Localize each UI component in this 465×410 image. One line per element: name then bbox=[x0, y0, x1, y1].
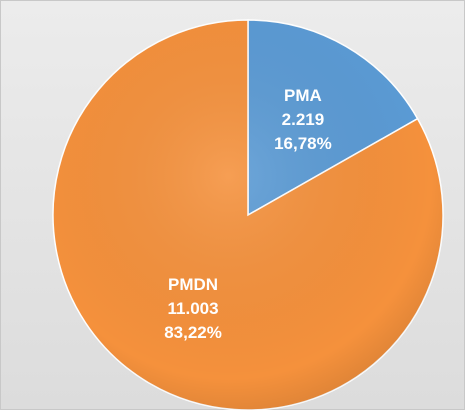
slice-label: PMA bbox=[284, 86, 322, 105]
slice-amount: 2.219 bbox=[282, 110, 325, 129]
slice-amount: 11.003 bbox=[168, 299, 219, 318]
slice-percent: 16,78% bbox=[274, 134, 332, 153]
slice-label: PMDN bbox=[168, 275, 218, 294]
slice-percent: 83,22% bbox=[164, 323, 222, 342]
